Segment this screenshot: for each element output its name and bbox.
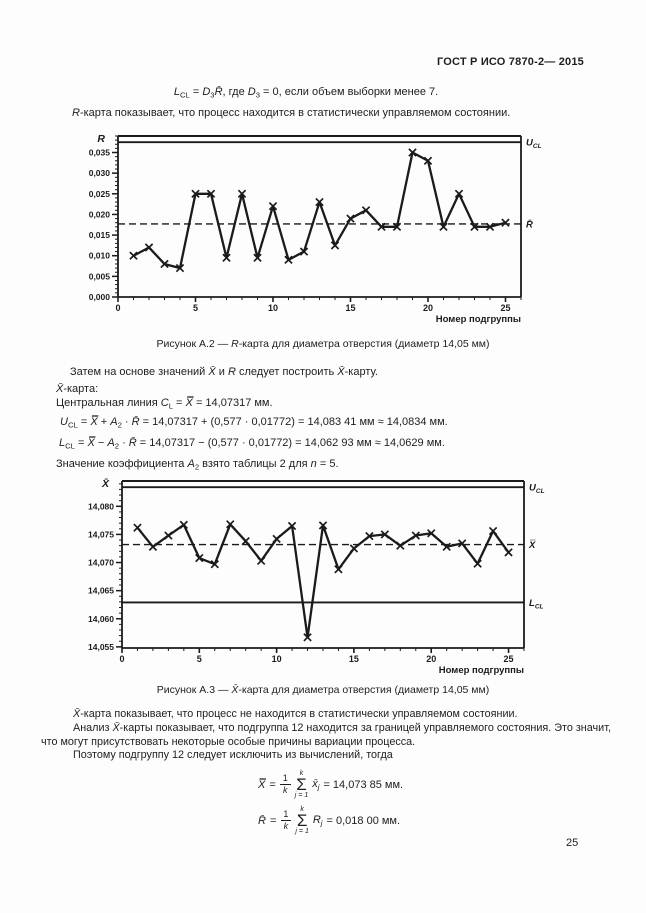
fraction-numerator: 1 [282, 773, 288, 783]
lcl-formula-line: LCL = X̿ − A2 · R̄ = 14,07317 − (0,577 ·… [59, 436, 445, 450]
coefficient-note-line: Значение коэффициента A2 взято таблицы 2… [56, 457, 339, 472]
svg-text:0,020: 0,020 [89, 209, 111, 219]
svg-text:0,035: 0,035 [89, 148, 111, 158]
svg-text:14,070: 14,070 [88, 558, 114, 568]
svg-text:0,015: 0,015 [89, 230, 111, 240]
rbar-mean-formula: R̄ = 1 k k Σ j = 1 Rj = 0,018 00 мм. [258, 806, 400, 835]
analysis-line: что могут присутствовать некоторые особы… [41, 736, 416, 748]
svg-text:0,005: 0,005 [89, 271, 111, 281]
sum-lower-limit: j = 1 [294, 792, 309, 799]
r-chart-conclusion-paragraph: R-карта показывает, что процесс находитс… [72, 107, 511, 119]
svg-text:15: 15 [345, 303, 355, 313]
xbar-limits-calculation-block: Затем на основе значений X̄ и R следует … [56, 366, 448, 473]
svg-text:14,075: 14,075 [88, 529, 114, 539]
text-line: Затем на основе значений X̄ и R следует … [70, 366, 378, 378]
svg-text:20: 20 [423, 303, 433, 313]
analysis-line: Поэтому подгруппу 12 следует исключить и… [73, 749, 393, 761]
analysis-line: Анализ X̄-карты показывает, что подгрупп… [73, 722, 611, 734]
svg-text:20: 20 [426, 654, 436, 664]
summed-term: x̄j [312, 778, 319, 791]
fraction-denominator: k [280, 820, 292, 831]
text-line: Центральная линия CL = X̿ = 14,07317 мм. [56, 397, 273, 411]
svg-text:0,030: 0,030 [89, 168, 111, 178]
formula-lhs: X̿ [258, 778, 266, 791]
text-line: X̄-карта: [56, 383, 99, 395]
svg-text:0: 0 [115, 303, 120, 313]
svg-text:LCL: LCL [529, 598, 544, 611]
fraction-denominator: k [280, 784, 291, 795]
svg-text:10: 10 [272, 654, 282, 664]
svg-text:Номер подгруппы: Номер подгруппы [439, 665, 524, 676]
xbar-chart: 14,055 14,060 14,065 14,070 14,075 14,080 0 5 10… [88, 478, 545, 676]
fraction-numerator: 1 [283, 809, 289, 819]
svg-text:R: R [97, 133, 105, 145]
r-chart: 0,000 0,005 0,010 0,015 0,020 0,025 0,030 0,035… [89, 133, 542, 325]
svg-text:15: 15 [349, 654, 359, 664]
svg-text:14,080: 14,080 [88, 501, 114, 511]
figure-a3-caption: Рисунок А.3 — X̄-карта для диаметра отве… [156, 684, 490, 696]
svg-text:14,060: 14,060 [88, 614, 114, 624]
svg-text:0: 0 [119, 654, 124, 664]
term-subscript: j [317, 782, 320, 792]
svg-text:UCL: UCL [529, 483, 545, 496]
page-number: 25 [566, 837, 579, 849]
svg-text:14,055: 14,055 [88, 642, 114, 652]
svg-text:Номер подгруппы: Номер подгруппы [436, 314, 521, 325]
sum-lower-limit: j = 1 [295, 828, 309, 835]
formula-lhs: R̄ [258, 814, 266, 827]
formula-result: = 0,018 00 мм. [326, 814, 401, 827]
analysis-line: X̄-карта показывает, что процесс не нахо… [73, 708, 518, 720]
sum-operator: k Σ j = 1 [295, 770, 308, 799]
sigma-glyph: Σ [296, 811, 308, 830]
fraction: 1 k [280, 809, 292, 831]
sum-upper-limit: k [299, 770, 304, 777]
figure-a2-caption: Рисунок А.2 — R-карта для диаметра отвер… [156, 338, 490, 350]
formula-result: = 14,073 85 мм. [323, 778, 404, 791]
svg-text:5: 5 [193, 303, 198, 313]
equals-sign: = [269, 778, 276, 791]
ucl-formula-line: UCL = X̿ + A2 · R̄ = 14,07317 + (0,577 ·… [60, 416, 448, 430]
xbarbar-mean-formula: X̿ = 1 k k Σ j = 1 x̄j = 14,073 85 мм. [258, 770, 403, 799]
term-variable: x̄ [312, 777, 318, 790]
svg-text:0,000: 0,000 [89, 292, 111, 302]
sum-upper-limit: k [300, 806, 304, 813]
term-variable: R [312, 813, 321, 826]
svg-text:25: 25 [500, 303, 510, 313]
lcl-condition-formula: LCL = D3R̄, где D3 = 0, если объем выбор… [173, 86, 439, 100]
svg-text:14,065: 14,065 [88, 586, 114, 596]
svg-text:10: 10 [268, 303, 278, 313]
sum-operator: k Σ j = 1 [295, 806, 308, 835]
equals-sign: = [269, 814, 277, 827]
svg-text:X̄: X̄ [101, 478, 110, 490]
standard-designation: ГОСТ Р ИСО 7870-2— 2015 [436, 56, 584, 68]
analysis-block: X̄-карта показывает, что процесс не нахо… [41, 708, 616, 762]
sigma-glyph: Σ [296, 775, 307, 794]
term-subscript: j [320, 818, 323, 828]
svg-text:UCL: UCL [526, 138, 542, 151]
fraction: 1 k [280, 774, 291, 795]
svg-text:0,010: 0,010 [89, 251, 111, 261]
summed-term: Rj [313, 814, 323, 827]
svg-text:5: 5 [197, 654, 202, 664]
svg-text:25: 25 [504, 654, 514, 664]
svg-text:0,025: 0,025 [89, 189, 111, 199]
svg-text:X̿: X̿ [528, 539, 536, 551]
svg-text:R̄: R̄ [526, 219, 533, 230]
